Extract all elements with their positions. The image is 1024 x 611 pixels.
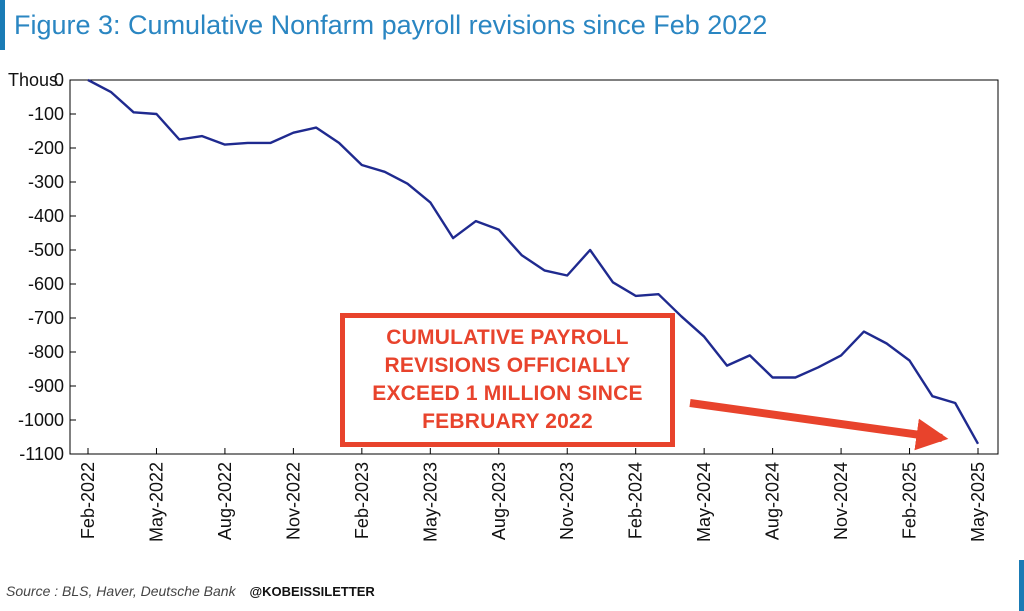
x-tick-label: Nov-2022 [283,462,303,540]
x-tick-label: Aug-2024 [763,462,783,540]
y-tick-label: 0 [54,70,64,90]
callout-box: CUMULATIVE PAYROLL REVISIONS OFFICIALLY … [340,313,675,447]
payroll-revisions-line [87,78,980,445]
plot-frame [69,79,999,455]
chart-title: Figure 3: Cumulative Nonfarm payroll rev… [14,10,768,40]
x-tick-label: Feb-2022 [78,462,98,539]
x-tick-label: Feb-2023 [352,462,372,539]
y-tick-label: -400 [28,206,64,226]
y-axis-unit-label: Thous. [8,70,63,90]
x-tick-label: May-2023 [420,462,440,542]
y-tick-label: -1000 [18,410,64,430]
y-tick-label: -700 [28,308,64,328]
y-tick-label: -900 [28,376,64,396]
source-note: Source : BLS, Haver, Deutsche Bank [6,583,236,599]
x-tick-label: May-2022 [146,462,166,542]
x-tick-label: Aug-2023 [489,462,509,540]
y-tick-label: -100 [28,104,64,124]
accent-rule-left [0,0,5,50]
x-tick-label: Aug-2022 [215,462,235,540]
x-tick-label: Feb-2024 [626,462,646,539]
footer: Source : BLS, Haver, Deutsche Bank @KOBE… [6,583,375,599]
y-tick-label: -500 [28,240,64,260]
y-tick-label: -200 [28,138,64,158]
x-tick-label: Feb-2025 [900,462,920,539]
x-tick-label: May-2025 [968,462,988,542]
x-tick-label: Nov-2024 [831,462,851,540]
y-tick-label: -600 [28,274,64,294]
x-tick-label: May-2024 [694,462,714,542]
x-tick-label: Nov-2023 [557,462,577,540]
y-tick-label: -300 [28,172,64,192]
y-tick-label: -1100 [19,444,64,464]
watermark-handle: @KOBEISSILETTER [249,584,375,599]
callout-arrow [689,399,949,451]
accent-rule-right [1019,560,1024,611]
y-tick-label: -800 [28,342,64,362]
